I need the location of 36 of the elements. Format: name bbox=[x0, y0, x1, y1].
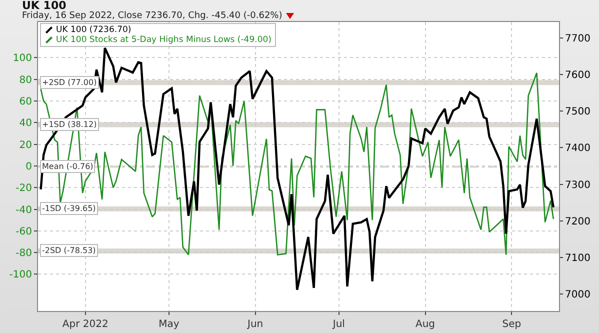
y2-tick-label: 7500 bbox=[565, 106, 590, 118]
y-tick-label: 0 bbox=[26, 161, 32, 172]
y2-tick-label: 7000 bbox=[565, 290, 590, 301]
ref-line-label: +2SD (77.00) bbox=[42, 78, 97, 87]
y-tick-label: 40 bbox=[19, 118, 32, 130]
x-tick-label: Apr 2022 bbox=[62, 319, 108, 330]
x-tick-label: Jun bbox=[246, 319, 264, 330]
ref-line-label: -1SD (-39.65) bbox=[42, 204, 96, 213]
y-tick-label: -20 bbox=[16, 183, 32, 194]
y2-tick-label: 7600 bbox=[565, 70, 590, 81]
chart-subtitle: Friday, 16 Sep 2022, Close 7236.70, Chg. -45.40 (-0.62%) bbox=[22, 11, 282, 21]
y-tick-label: 20 bbox=[19, 140, 32, 151]
ref-line-label: Mean (-0.76) bbox=[42, 162, 94, 171]
y-tick-label: -60 bbox=[16, 226, 32, 238]
x-tick-label: Aug bbox=[416, 319, 436, 330]
legend-label: UK 100 Stocks at 5-Day Highs Minus Lows (-49.00) bbox=[56, 35, 272, 45]
chart-title: UK 100 bbox=[22, 0, 68, 12]
x-tick-label: May bbox=[158, 319, 180, 330]
y-tick-label: -40 bbox=[16, 204, 32, 216]
y-tick-label: 80 bbox=[19, 74, 32, 86]
y2-tick-label: 7300 bbox=[565, 180, 590, 191]
ref-line-label: -2SD (-78.53) bbox=[42, 246, 96, 255]
y2-tick-label: 7100 bbox=[565, 253, 590, 264]
y-tick-label: 100 bbox=[12, 53, 32, 64]
y-tick-label: -80 bbox=[16, 248, 32, 260]
legend-label: UK 100 (7236.70) bbox=[56, 25, 132, 35]
y-tick-label: 60 bbox=[19, 96, 32, 108]
line-series bbox=[40, 46, 555, 291]
x-tick-label: Jul bbox=[332, 319, 345, 330]
y2-tick-label: 7700 bbox=[565, 33, 590, 44]
ref-line-label: +1SD (38.12) bbox=[42, 120, 97, 129]
y-tick-label: -100 bbox=[9, 270, 32, 281]
y2-tick-label: 7400 bbox=[565, 143, 590, 154]
line-series bbox=[40, 72, 554, 256]
x-tick-label: Sep bbox=[502, 319, 522, 330]
y2-tick-label: 7200 bbox=[565, 216, 590, 228]
